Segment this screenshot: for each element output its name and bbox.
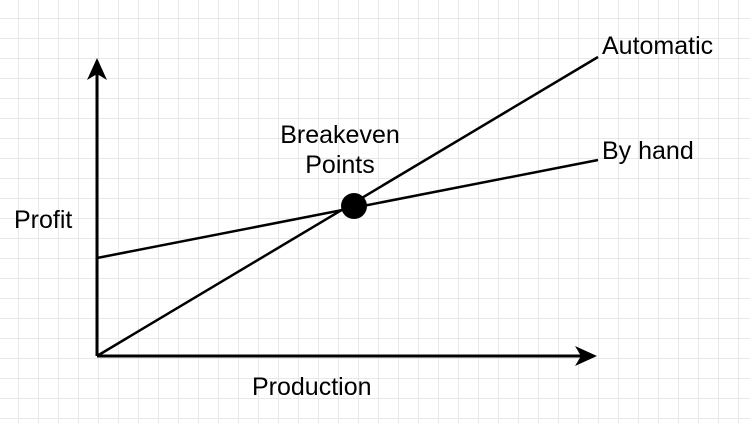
- y-axis-arrowhead: [87, 58, 107, 80]
- breakeven-label: Breakeven Points: [260, 120, 420, 180]
- x-axis-arrowhead: [575, 346, 597, 366]
- automatic-line-label: Automatic: [602, 32, 714, 60]
- breakeven-label-line2: Points: [305, 151, 375, 179]
- breakeven-point: [341, 193, 367, 219]
- x-axis-label: Production: [252, 373, 372, 401]
- y-axis-label: Profit: [14, 206, 73, 234]
- breakeven-label-line1: Breakeven: [280, 121, 400, 149]
- by-hand-line-label: By hand: [602, 137, 694, 165]
